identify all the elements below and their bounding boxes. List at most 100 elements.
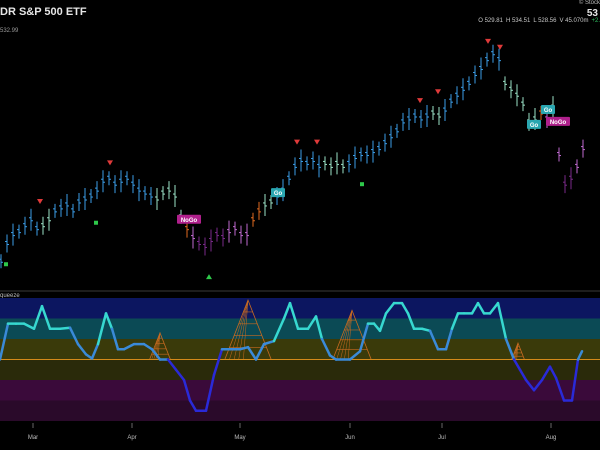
oscillator-line <box>204 373 216 412</box>
trend-label-text: Go <box>530 123 539 129</box>
x-axis-month-label: Apr <box>127 435 136 441</box>
chart-title: DR S&P 500 ETF <box>0 6 87 18</box>
squeeze-mesh-line <box>340 310 353 360</box>
oscillator-line <box>288 301 300 330</box>
oscillator-line <box>32 304 44 330</box>
squeeze-mesh-line <box>157 332 161 360</box>
countertrend-sell-arrow <box>294 139 300 145</box>
squeeze-mesh-line <box>516 343 519 360</box>
oscillator-line <box>400 301 410 315</box>
ohlc-h: H 534.51 <box>505 18 531 24</box>
oscillator-line <box>254 342 266 361</box>
oscillator-line <box>348 350 362 361</box>
oscillator-line <box>150 348 162 361</box>
oscillator-line <box>142 342 154 351</box>
oscillator-line <box>104 312 114 330</box>
oscillator-line <box>122 342 136 351</box>
oscillator-line <box>40 304 52 330</box>
oscillator-line <box>476 301 486 315</box>
buy-square <box>94 220 98 225</box>
oscillator-line <box>420 327 432 333</box>
oscillator-band <box>0 339 600 360</box>
ohlc-o: O 529.81 <box>478 18 503 24</box>
ohlc-readout: O 529.81 H 534.51 L 528.56 V 45.070m +2. <box>475 18 600 24</box>
oscillator-line <box>450 312 460 330</box>
trend-label-box <box>541 105 555 115</box>
oscillator-line <box>262 339 276 346</box>
oscillator-line <box>358 322 370 353</box>
trend-label-text: Go <box>274 191 283 197</box>
oscillator-line <box>188 399 198 412</box>
oscillator-line <box>90 342 100 360</box>
brand-watermark: © Stock <box>578 0 600 6</box>
oscillator-line <box>524 378 536 392</box>
ohlc-v: V 45.070m <box>559 18 589 24</box>
oscillator-line <box>570 358 580 402</box>
oscillator-line <box>320 337 332 357</box>
oscillator-line <box>272 317 286 343</box>
x-axis-month-label: Jul <box>438 435 446 441</box>
buy-triangle <box>206 274 212 280</box>
countertrend-sell-arrow <box>485 38 491 44</box>
oscillator-line <box>554 376 566 402</box>
oscillator-line <box>444 327 454 351</box>
oscillator-line <box>238 345 250 351</box>
squeeze-mesh-line <box>151 332 161 360</box>
oscillator-line <box>212 348 224 377</box>
countertrend-sell-arrow <box>314 139 320 145</box>
buy-square <box>360 182 364 187</box>
trend-label-box <box>177 214 201 224</box>
x-axis-month-label: Jun <box>345 435 355 441</box>
oscillator-line <box>372 322 382 333</box>
oscillator-band <box>0 298 600 319</box>
x-axis-month-label: Aug <box>546 435 557 441</box>
oscillator-line <box>488 301 500 315</box>
squeeze-mesh-line <box>347 310 353 360</box>
last-price: 53 <box>586 8 598 19</box>
oscillator-line <box>110 327 120 351</box>
oscillator-line <box>384 301 396 315</box>
oscillator-line <box>504 337 516 361</box>
oscillator-line <box>576 350 584 361</box>
oscillator-line <box>174 368 186 382</box>
oscillator-band <box>0 400 600 421</box>
countertrend-sell-arrow <box>417 98 423 104</box>
oscillator-line <box>314 315 324 341</box>
trend-label-box <box>271 188 285 198</box>
buy-square <box>4 262 8 267</box>
oscillator-line <box>22 322 36 330</box>
squeeze-mesh-line <box>336 310 353 360</box>
oscillator-line <box>428 329 440 351</box>
change-value: +2. <box>591 18 600 24</box>
x-axis-month-label: May <box>234 435 245 441</box>
oscillator-line <box>76 342 88 356</box>
oscillator-band <box>0 380 600 401</box>
oscillator-line <box>548 365 558 380</box>
oscillator-line <box>532 378 544 392</box>
squeeze-mesh-line <box>153 332 161 360</box>
trend-label-text: NoGo <box>550 120 567 126</box>
oscillator-line <box>378 312 388 333</box>
oscillator-line <box>246 345 258 361</box>
oscillator-line <box>96 312 108 346</box>
indicator-panel-label: queeze <box>0 293 20 299</box>
oscillator-line <box>518 368 528 382</box>
oscillator-band <box>0 359 600 380</box>
countertrend-sell-arrow <box>497 44 503 50</box>
oscillator-line <box>540 365 552 382</box>
oscillator-line <box>0 322 10 361</box>
oscillator-line <box>496 301 508 341</box>
countertrend-sell-arrow <box>37 198 43 204</box>
oscillator-line <box>406 312 416 330</box>
oscillator-line <box>470 301 480 315</box>
oscillator-line <box>68 326 80 346</box>
trend-label-box <box>546 116 570 126</box>
oscillator-line <box>306 315 318 330</box>
trend-label-text: Go <box>544 108 553 114</box>
oscillator-line <box>512 358 522 371</box>
x-axis-month-label: Mar <box>28 435 38 441</box>
ohlc-l: L 528.56 <box>533 18 557 24</box>
oscillator-line <box>182 378 192 402</box>
price-scale-tag: 532.99 <box>0 28 19 34</box>
